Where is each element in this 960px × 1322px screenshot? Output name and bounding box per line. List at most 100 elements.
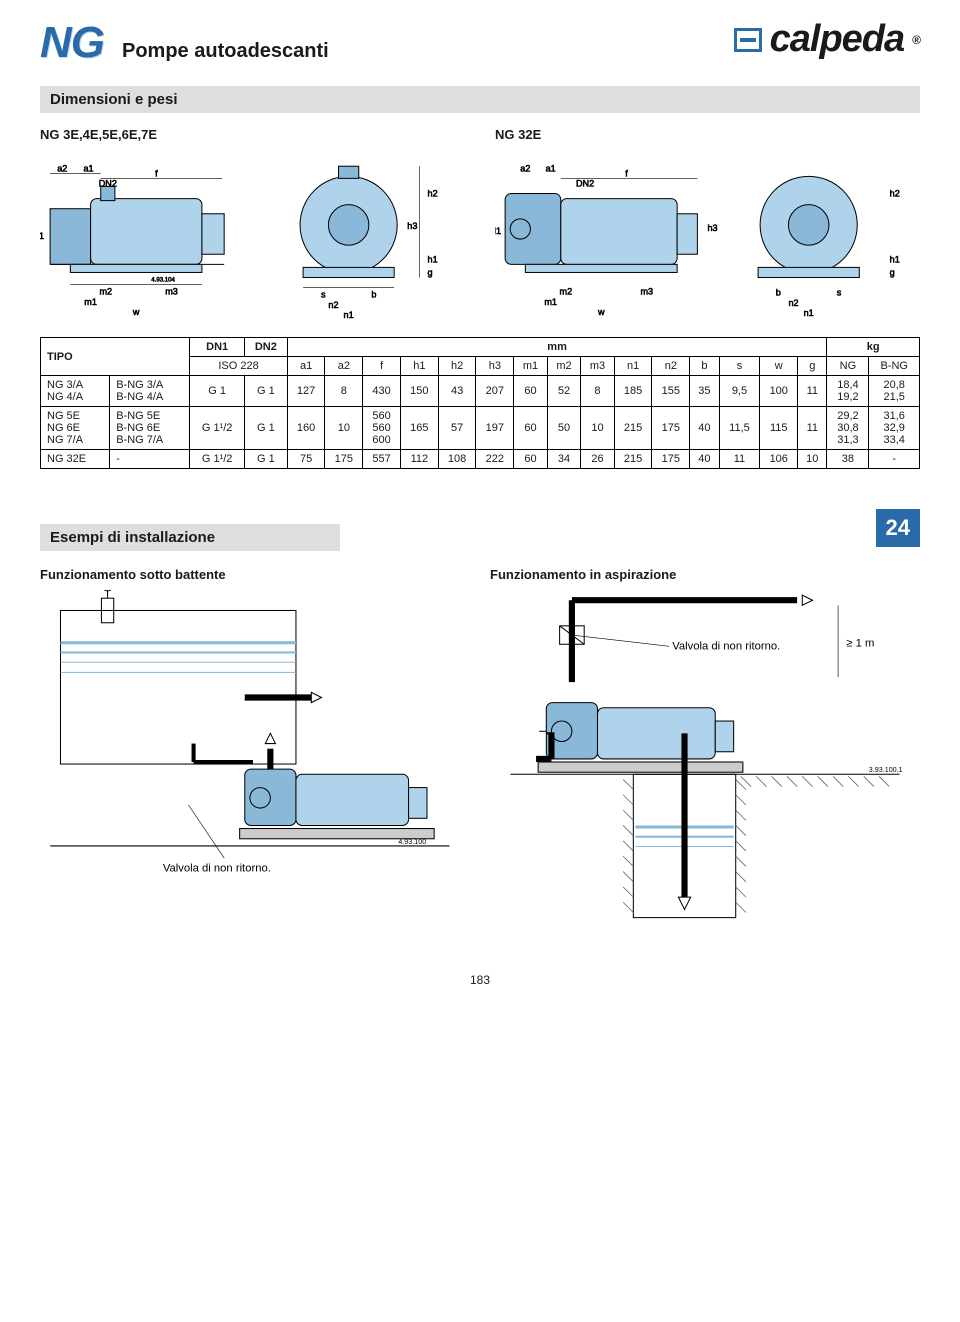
- cell-a2: 175: [325, 450, 363, 469]
- cell-n1: 215: [614, 407, 652, 450]
- th-tipo: TIPO: [41, 338, 190, 376]
- th-kg: kg: [827, 338, 920, 357]
- drawing-right-label: NG 32E: [495, 127, 920, 142]
- cell-g: 11: [798, 376, 827, 407]
- cell-tipo_bng: -: [110, 450, 190, 469]
- install-left: Funzionamento sotto battente: [40, 567, 470, 882]
- th-bng: B-NG: [869, 357, 920, 376]
- cell-f: 557: [363, 450, 401, 469]
- install-right-svg: Valvola di non ritorno. ≥ 1 m: [490, 590, 920, 938]
- svg-text:a1: a1: [84, 163, 94, 173]
- cell-g: 11: [798, 407, 827, 450]
- cell-b: 40: [690, 450, 719, 469]
- cell-a2: 10: [325, 407, 363, 450]
- th-m3: m3: [581, 357, 615, 376]
- cell-m2: 50: [547, 407, 581, 450]
- cell-h2: 57: [438, 407, 476, 450]
- cell-m1: 60: [514, 450, 548, 469]
- drawing-right: NG 32E f a2 a1 DN2 DN1 h3: [495, 127, 920, 325]
- th-ng: NG: [827, 357, 869, 376]
- cell-dn1: G 1¹/2: [190, 407, 245, 450]
- cell-tipo_ng: NG 5E NG 6E NG 7/A: [41, 407, 110, 450]
- svg-text:m2: m2: [560, 287, 573, 297]
- dimensions-table: TIPO DN1 DN2 mm kg ISO 228 a1 a2 f h1 h2…: [40, 337, 920, 469]
- cell-tipo_bng: B-NG 5E B-NG 6E B-NG 7/A: [110, 407, 190, 450]
- svg-text:n2: n2: [328, 300, 338, 310]
- cell-tipo_bng: B-NG 3/A B-NG 4/A: [110, 376, 190, 407]
- drawing-left: NG 3E,4E,5E,6E,7E f a2 a1: [40, 127, 465, 325]
- svg-text:m1: m1: [544, 297, 557, 307]
- cell-m3: 26: [581, 450, 615, 469]
- table-row: NG 32E-G 1¹/2G 1751755571121082226034262…: [41, 450, 920, 469]
- series-logo: NG: [40, 18, 104, 68]
- th-n1: n1: [614, 357, 652, 376]
- th-s: s: [719, 357, 760, 376]
- cell-dn2: G 1: [244, 450, 287, 469]
- cell-s: 11: [719, 450, 760, 469]
- svg-text:b: b: [371, 290, 376, 300]
- svg-text:n1: n1: [804, 308, 814, 318]
- cell-h2: 43: [438, 376, 476, 407]
- cell-n1: 185: [614, 376, 652, 407]
- cell-h3: 222: [476, 450, 514, 469]
- svg-text:s: s: [837, 288, 842, 298]
- cell-dn2: G 1: [244, 376, 287, 407]
- cell-m1: 60: [514, 376, 548, 407]
- page-header: NG Pompe autoadescanti calpeda®: [40, 18, 920, 68]
- svg-text:w: w: [597, 307, 605, 317]
- svg-text:DN2: DN2: [576, 178, 594, 188]
- cell-kg_ng: 38: [827, 450, 869, 469]
- cell-dn1: G 1: [190, 376, 245, 407]
- th-dn1: DN1: [190, 338, 245, 357]
- svg-text:DN2: DN2: [99, 178, 117, 188]
- th-n2: n2: [652, 357, 690, 376]
- svg-text:Valvola di non ritorno.: Valvola di non ritorno.: [672, 640, 780, 652]
- install-left-svg: Valvola di non ritorno. 4.93.100: [40, 590, 470, 877]
- cell-n2: 155: [652, 376, 690, 407]
- svg-text:h1: h1: [428, 254, 438, 264]
- svg-text:g: g: [428, 267, 433, 277]
- svg-text:4.93.104: 4.93.104: [151, 278, 175, 284]
- pump-drawing-left: f a2 a1 DN2 DN1 m2 m3 m1 w 4.93.104: [40, 148, 465, 320]
- cell-kg_bng: 31,6 32,9 33,4: [869, 407, 920, 450]
- svg-text:n2: n2: [788, 298, 798, 308]
- svg-text:f: f: [155, 168, 158, 178]
- cell-w: 100: [760, 376, 798, 407]
- th-iso: ISO 228: [190, 357, 287, 376]
- title-left: NG Pompe autoadescanti: [40, 18, 329, 68]
- cell-a2: 8: [325, 376, 363, 407]
- cell-a1: 75: [287, 450, 325, 469]
- cell-a1: 127: [287, 376, 325, 407]
- th-h2: h2: [438, 357, 476, 376]
- th-w: w: [760, 357, 798, 376]
- svg-text:a2: a2: [520, 163, 530, 173]
- th-a1: a1: [287, 357, 325, 376]
- th-b-dim: b: [690, 357, 719, 376]
- svg-text:h2: h2: [890, 189, 900, 199]
- svg-text:f: f: [625, 168, 628, 178]
- svg-text:h3: h3: [708, 223, 718, 233]
- cell-h1: 150: [400, 376, 438, 407]
- th-g: g: [798, 357, 827, 376]
- svg-text:b: b: [776, 288, 781, 298]
- brand-text: calpeda: [770, 18, 905, 61]
- th-f: f: [363, 357, 401, 376]
- brand-logo: calpeda®: [734, 18, 920, 61]
- svg-text:Valvola di non ritorno.: Valvola di non ritorno.: [163, 863, 271, 875]
- install-left-caption: Funzionamento sotto battente: [40, 567, 470, 582]
- svg-text:h3: h3: [407, 221, 417, 231]
- svg-text:n1: n1: [344, 310, 354, 320]
- brand-icon: [734, 28, 762, 52]
- cell-w: 115: [760, 407, 798, 450]
- svg-text:m3: m3: [165, 287, 178, 297]
- cell-h3: 197: [476, 407, 514, 450]
- cell-h1: 112: [400, 450, 438, 469]
- cell-tipo_ng: NG 3/A NG 4/A: [41, 376, 110, 407]
- cell-b: 40: [690, 407, 719, 450]
- cell-m2: 34: [547, 450, 581, 469]
- th-m1: m1: [514, 357, 548, 376]
- th-m2: m2: [547, 357, 581, 376]
- table-row: NG 5E NG 6E NG 7/AB-NG 5E B-NG 6E B-NG 7…: [41, 407, 920, 450]
- th-mm: mm: [287, 338, 827, 357]
- svg-text:DN1: DN1: [495, 226, 501, 236]
